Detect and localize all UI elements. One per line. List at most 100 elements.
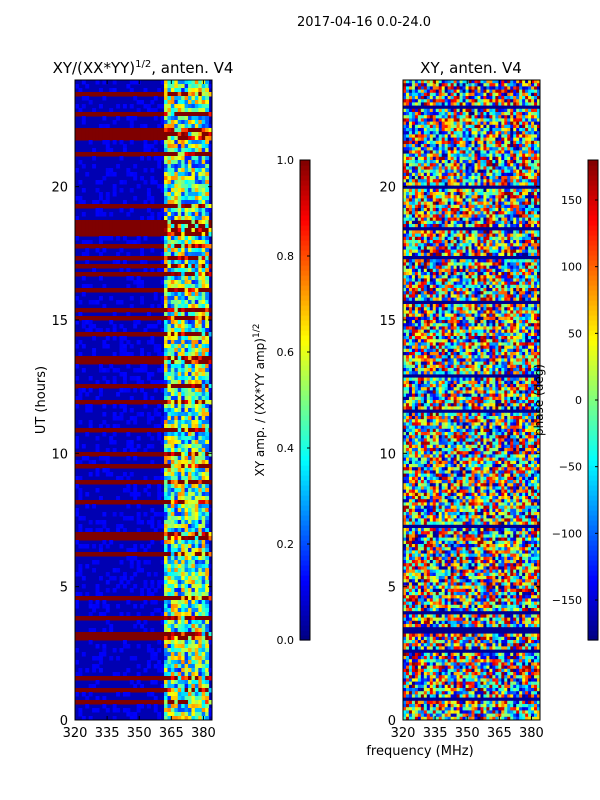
right-heatmap-cell <box>534 96 538 100</box>
right-heatmap-cell <box>417 124 422 129</box>
left-heatmap-cell <box>177 508 182 513</box>
left-heatmap-cell <box>164 412 168 417</box>
right-heatmap-cell <box>510 112 514 116</box>
left-heatmap-cell <box>191 660 196 665</box>
left-heatmap-cell <box>164 500 168 505</box>
right-heatmap-cell <box>492 86 496 91</box>
left-heatmap-cell <box>122 180 127 185</box>
left-heatmap-cell <box>81 500 86 505</box>
right-heatmap-cell <box>486 105 490 110</box>
left-heatmap-cell <box>160 360 165 365</box>
right-heatmap-cell <box>432 121 437 126</box>
left-heatmap-cell <box>205 572 210 577</box>
right-heatmap-cell <box>459 121 464 126</box>
left-heatmap-cell <box>184 252 189 257</box>
left-heatmap-cell <box>198 220 203 225</box>
left-heatmap-cell <box>129 516 134 521</box>
left-heatmap-cell <box>181 640 186 645</box>
right-heatmap-cell <box>528 99 532 103</box>
left-heatmap-cell <box>92 676 97 681</box>
right-heatmap-cell <box>483 131 487 135</box>
left-heatmap-cell <box>126 488 131 493</box>
right-heatmap-cell <box>417 137 422 142</box>
left-heatmap-cell <box>75 592 79 597</box>
right-heatmap-cell <box>513 92 517 97</box>
left-heatmap-cell <box>105 620 110 625</box>
left-heatmap-cell <box>184 100 189 105</box>
left-heatmap-cell <box>133 128 138 133</box>
right-heatmap-cell <box>432 80 437 84</box>
left-heatmap-cell <box>194 668 199 673</box>
left-heatmap-cell <box>81 636 86 641</box>
left-heatmap-cell <box>75 112 79 117</box>
right-heatmap-cell <box>507 131 511 135</box>
left-heatmap-cell <box>184 676 189 681</box>
left-heatmap-cell <box>194 160 199 165</box>
right-heatmap-cell <box>438 89 443 94</box>
right-heatmap-cell <box>435 86 440 91</box>
left-heatmap-cell <box>184 368 189 373</box>
left-heatmap-cell <box>129 712 134 717</box>
right-heatmap-cell <box>516 96 520 100</box>
left-heatmap-cell <box>129 344 134 349</box>
left-heatmap-cell <box>174 640 179 645</box>
left-heatmap-cell <box>140 592 144 597</box>
left-heatmap-cell <box>188 208 192 213</box>
left-heatmap-cell <box>184 612 189 617</box>
right-heatmap-cell <box>537 115 540 119</box>
left-heatmap-cell <box>122 220 127 225</box>
left-heatmap-cell <box>75 460 79 465</box>
left-heatmap-cell <box>164 144 168 149</box>
left-heatmap-cell <box>201 132 206 137</box>
left-heatmap-cell <box>95 232 100 237</box>
left-heatmap-cell <box>184 404 189 409</box>
right-heatmap-cell <box>489 108 493 113</box>
left-heatmap-cell <box>198 356 203 361</box>
left-heatmap-cell <box>191 360 196 365</box>
left-heatmap-cell <box>191 452 196 457</box>
left-heatmap-cell <box>170 332 175 337</box>
left-heatmap-cell <box>201 204 206 209</box>
left-heatmap-cell <box>181 660 186 665</box>
left-heatmap-cell <box>198 528 203 533</box>
right-heatmap-cell <box>423 121 428 126</box>
left-heatmap-cell <box>150 384 155 389</box>
left-heatmap-cell <box>153 512 158 517</box>
left-heatmap-cell <box>105 700 110 705</box>
left-heatmap-cell <box>88 552 93 557</box>
left-heatmap-cell <box>201 392 206 397</box>
right-heatmap-cell <box>405 112 410 116</box>
right-heatmap-cell <box>432 131 437 135</box>
left-heatmap-cell <box>116 332 121 337</box>
left-heatmap-cell <box>92 632 97 637</box>
left-heatmap-cell <box>194 652 199 657</box>
left-heatmap-cell <box>170 520 175 525</box>
left-heatmap-cell <box>119 596 124 601</box>
left-heatmap-cell <box>160 560 165 565</box>
right-heatmap-cell <box>513 102 517 107</box>
left-heatmap-cell <box>205 288 210 293</box>
left-heatmap-cell <box>150 228 155 233</box>
left-heatmap-cell <box>174 292 179 297</box>
left-heatmap-cell <box>150 520 155 525</box>
right-heatmap-cell <box>480 118 484 123</box>
left-heatmap-cell <box>136 284 141 289</box>
right-heatmap-cell <box>480 131 484 135</box>
right-heatmap-cell <box>516 134 520 139</box>
left-heatmap-cell <box>160 280 165 285</box>
left-heatmap-cell <box>92 348 97 353</box>
left-heatmap-cell <box>112 440 117 445</box>
left-heatmap-cell <box>188 676 192 681</box>
left-heatmap-cell <box>188 516 192 521</box>
left-heatmap-cell <box>133 136 138 141</box>
right-heatmap-cell <box>465 89 470 94</box>
left-heatmap-cell <box>181 280 186 285</box>
left-heatmap-cell <box>167 92 172 97</box>
left-heatmap-cell <box>75 228 79 233</box>
left-heatmap-cell <box>109 452 114 457</box>
left-heatmap-cell <box>157 244 162 249</box>
left-heatmap-cell <box>133 624 138 629</box>
left-heatmap-cell <box>98 232 103 237</box>
right-heatmap-cell <box>459 89 464 94</box>
left-heatmap-cell <box>191 596 196 601</box>
